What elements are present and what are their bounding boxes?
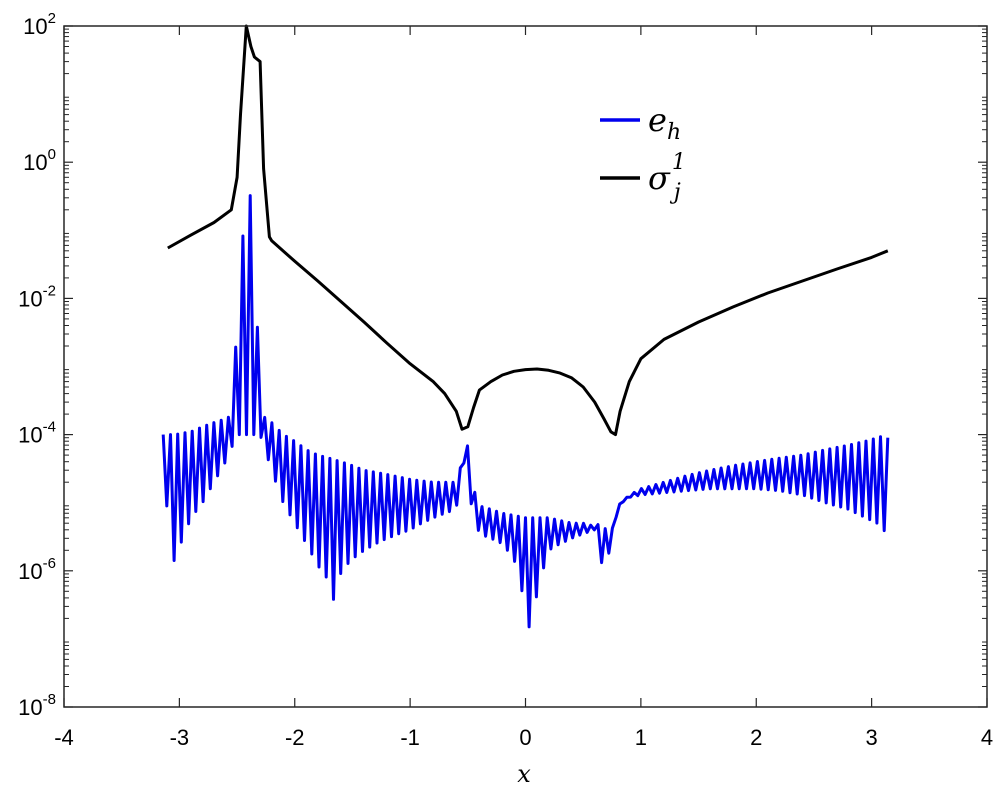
y-tick-base: 10 <box>18 695 42 720</box>
x-tick-label: 4 <box>981 725 993 750</box>
x-tick-label: 3 <box>866 725 878 750</box>
x-tick-label: -4 <box>54 725 74 750</box>
minor-ticks <box>64 28 987 687</box>
legend-base-e-h: e <box>648 101 667 139</box>
y-tick-label: 10-8 <box>18 691 56 720</box>
y-tick-base: 10 <box>23 150 47 175</box>
x-tick-label: 1 <box>635 725 647 750</box>
legend-base-sigma: σ <box>648 159 671 197</box>
y-tick-label: 10-2 <box>18 282 56 311</box>
y-tick-exponent: -2 <box>43 282 56 299</box>
series-layer <box>161 24 890 629</box>
y-tick-exponent: -6 <box>43 555 56 572</box>
series-e-h-line <box>161 194 890 629</box>
x-axis-label: x <box>517 760 531 788</box>
y-tick-label: 10-6 <box>18 555 56 584</box>
y-tick-base: 10 <box>18 423 42 448</box>
y-tick-base: 10 <box>18 559 42 584</box>
x-tick-label: 0 <box>519 725 531 750</box>
legend: eh σ1 j <box>600 101 686 205</box>
legend-label-e-h: eh <box>648 101 681 145</box>
y-tick-base: 10 <box>18 286 42 311</box>
y-tick-label: 10-4 <box>18 419 56 448</box>
x-tick-labels: -4 -3 -2 -1 0 1 2 3 4 <box>54 725 993 750</box>
y-tick-exponent: 0 <box>48 146 56 163</box>
y-tick-exponent: -8 <box>43 691 56 708</box>
x-tick-label: 2 <box>750 725 762 750</box>
y-tick-exponent: -4 <box>43 419 56 436</box>
plot-area-frame <box>63 25 988 708</box>
y-tick-label: 100 <box>23 146 56 175</box>
legend-sub-e-h: h <box>667 120 681 145</box>
y-tick-exponent: 2 <box>48 10 56 27</box>
y-tick-base: 10 <box>23 14 47 39</box>
legend-sup-sigma: 1 <box>672 150 686 175</box>
series-sigma-line <box>167 24 889 437</box>
x-tick-label: -1 <box>400 725 420 750</box>
x-tick-label: -2 <box>285 725 305 750</box>
y-tick-label: 102 <box>23 10 56 39</box>
x-tick-label: -3 <box>170 725 190 750</box>
